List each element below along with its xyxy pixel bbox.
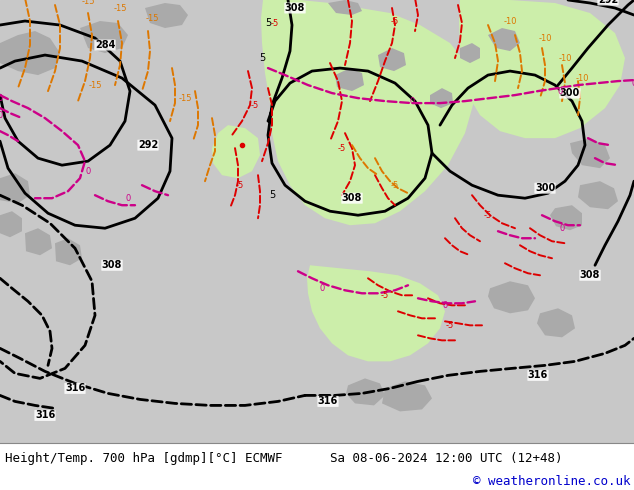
Text: 0: 0 [0, 94, 3, 102]
Polygon shape [261, 0, 475, 225]
Text: -10: -10 [503, 17, 517, 25]
Text: Sa 08-06-2024 12:00 UTC (12+48): Sa 08-06-2024 12:00 UTC (12+48) [330, 452, 562, 465]
Text: 308: 308 [342, 193, 362, 203]
Text: -5: -5 [271, 19, 279, 27]
Text: -5: -5 [458, 0, 466, 2]
Text: 5: 5 [265, 18, 271, 28]
Text: 300: 300 [560, 88, 580, 98]
Polygon shape [550, 205, 582, 230]
Polygon shape [80, 21, 128, 53]
Polygon shape [570, 138, 610, 168]
Text: 0: 0 [320, 284, 325, 293]
Text: Height/Temp. 700 hPa [gdmp][°C] ECMWF: Height/Temp. 700 hPa [gdmp][°C] ECMWF [5, 452, 283, 465]
Text: -5: -5 [484, 211, 492, 220]
Text: 0: 0 [86, 167, 91, 176]
Polygon shape [378, 48, 406, 71]
Text: 0: 0 [410, 97, 415, 106]
Polygon shape [488, 28, 520, 51]
Text: 316: 316 [528, 370, 548, 380]
Text: -15: -15 [81, 0, 94, 5]
Polygon shape [0, 211, 22, 237]
Text: 5: 5 [269, 190, 275, 200]
Text: -5: -5 [446, 321, 454, 330]
Text: 292: 292 [598, 0, 618, 5]
Text: 284: 284 [95, 40, 115, 50]
Text: 316: 316 [65, 383, 85, 393]
Polygon shape [346, 378, 385, 405]
Text: -5: -5 [381, 291, 389, 300]
Text: 0: 0 [557, 87, 562, 96]
Polygon shape [578, 181, 618, 209]
Text: -15: -15 [88, 80, 101, 90]
Text: 316: 316 [35, 411, 55, 420]
Text: -5: -5 [251, 100, 259, 110]
Polygon shape [537, 308, 575, 337]
Polygon shape [459, 0, 625, 138]
Text: -10: -10 [559, 53, 572, 63]
Polygon shape [55, 238, 82, 265]
Polygon shape [0, 31, 60, 75]
Text: 316: 316 [318, 396, 338, 406]
Text: 0: 0 [559, 224, 565, 233]
Polygon shape [430, 88, 453, 108]
Polygon shape [335, 68, 364, 91]
Text: 292: 292 [138, 140, 158, 150]
Text: -5: -5 [338, 144, 346, 153]
Text: -15: -15 [178, 94, 191, 102]
Text: © weatheronline.co.uk: © weatheronline.co.uk [474, 474, 631, 488]
Text: 0: 0 [443, 301, 448, 310]
Polygon shape [0, 173, 30, 203]
Text: 300: 300 [535, 183, 555, 193]
Text: -5: -5 [391, 181, 399, 190]
Text: 308: 308 [580, 270, 600, 280]
Polygon shape [460, 43, 480, 63]
Polygon shape [382, 381, 432, 412]
Text: -5: -5 [236, 181, 244, 190]
Text: -5: -5 [356, 0, 364, 2]
Text: -5: -5 [264, 0, 272, 2]
Text: -10: -10 [575, 74, 589, 83]
Polygon shape [328, 0, 362, 15]
Text: 0: 0 [0, 111, 3, 120]
Text: 0: 0 [631, 78, 634, 88]
Text: 5: 5 [259, 53, 265, 63]
Text: 308: 308 [285, 3, 305, 13]
Text: -5: -5 [391, 17, 399, 25]
Polygon shape [212, 125, 260, 178]
Text: -15: -15 [145, 14, 158, 23]
Polygon shape [488, 281, 535, 313]
Polygon shape [145, 3, 188, 28]
Text: -15: -15 [41, 0, 55, 2]
Text: 0: 0 [126, 194, 131, 203]
Text: -15: -15 [113, 3, 127, 13]
Text: -10: -10 [538, 33, 552, 43]
Polygon shape [307, 265, 445, 361]
Text: 308: 308 [102, 260, 122, 270]
Polygon shape [25, 228, 52, 255]
